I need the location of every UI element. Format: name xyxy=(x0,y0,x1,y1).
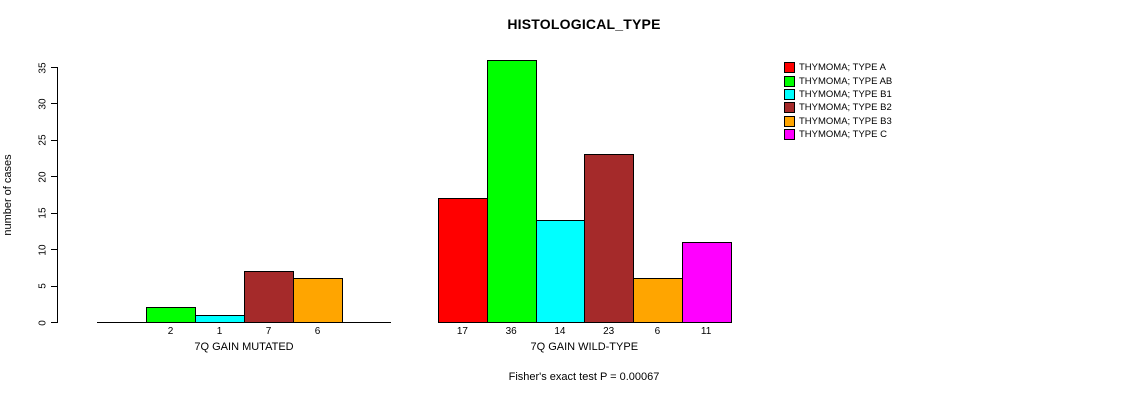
legend-label: THYMOMA; TYPE C xyxy=(799,129,887,141)
legend-item-thymoma-type-b2: THYMOMA; TYPE B2 xyxy=(784,101,892,114)
bar-thymoma-type-ab xyxy=(486,59,537,323)
bar-thymoma-type-a xyxy=(438,198,488,323)
bar-value-label: 23 xyxy=(603,326,615,337)
legend-swatch xyxy=(784,88,795,100)
y-axis-tick xyxy=(51,103,57,105)
y-tick-label: 0 xyxy=(37,319,49,326)
bar-value-label: 36 xyxy=(505,326,517,337)
bar-thymoma-type-b3 xyxy=(293,278,343,323)
bar-value-label: 6 xyxy=(654,326,661,337)
legend-item-thymoma-type-b3: THYMOMA; TYPE B3 xyxy=(784,115,892,128)
legend-label: THYMOMA; TYPE B3 xyxy=(799,115,892,127)
annotation-text: Fisher's exact test P = 0.00067 xyxy=(508,371,660,383)
y-axis-tick xyxy=(51,249,57,251)
y-axis-tick xyxy=(51,176,57,178)
bar-value-label: 6 xyxy=(314,326,321,337)
bar-value-label: 11 xyxy=(700,326,712,337)
y-axis-tick xyxy=(51,212,57,214)
legend-label: THYMOMA; TYPE B2 xyxy=(799,102,892,114)
x-axis-group-label: 7Q GAIN WILD-TYPE xyxy=(530,341,639,353)
legend: THYMOMA; TYPE A THYMOMA; TYPE AB THYMOMA; … xyxy=(784,61,892,141)
bar-value-label: 17 xyxy=(456,326,468,337)
bar-thymoma-type-b3 xyxy=(633,278,683,323)
bar-thymoma-type-b2 xyxy=(244,271,294,323)
y-axis-tick xyxy=(51,67,57,68)
bar-value-label: 2 xyxy=(167,326,174,337)
legend-swatch xyxy=(784,75,795,87)
y-axis-tick xyxy=(51,322,57,323)
bar-thymoma-type-ab xyxy=(146,307,196,323)
legend-swatch xyxy=(784,102,795,114)
y-axis-title: number of cases xyxy=(2,154,14,236)
legend-label: THYMOMA; TYPE AB xyxy=(799,75,893,87)
x-axis-group-label: 7Q GAIN MUTATED xyxy=(194,341,294,353)
bar-thymoma-type-b1 xyxy=(535,220,586,323)
bar-thymoma-type-b2 xyxy=(584,154,634,323)
y-tick-label: 10 xyxy=(37,244,49,256)
y-tick-label: 35 xyxy=(37,61,49,74)
legend-item-thymoma-type-c: THYMOMA; TYPE C xyxy=(784,128,892,141)
y-tick-label: 15 xyxy=(37,207,49,219)
y-axis-line xyxy=(57,67,58,323)
bar-thymoma-type-b1 xyxy=(195,314,245,323)
bar-value-label: 7 xyxy=(265,326,272,337)
chart-title: HISTOLOGICAL_TYPE xyxy=(507,16,661,32)
y-tick-label: 20 xyxy=(37,171,49,183)
y-axis-tick xyxy=(51,139,57,141)
legend-label: THYMOMA; TYPE B1 xyxy=(799,88,892,100)
legend-item-thymoma-type-a: THYMOMA; TYPE A xyxy=(784,61,892,74)
y-axis-tick xyxy=(51,285,57,287)
legend-swatch xyxy=(784,129,795,141)
legend-item-thymoma-type-b1: THYMOMA; TYPE B1 xyxy=(784,88,892,101)
y-tick-label: 30 xyxy=(37,98,49,110)
y-tick-label: 25 xyxy=(37,134,49,146)
legend-swatch xyxy=(784,115,795,127)
bar-thymoma-type-c xyxy=(681,241,732,323)
bar-value-label: 14 xyxy=(554,326,566,337)
bar-value-label: 1 xyxy=(216,326,223,337)
legend-item-thymoma-type-ab: THYMOMA; TYPE AB xyxy=(784,74,892,87)
legend-swatch xyxy=(784,62,795,74)
legend-label: THYMOMA; TYPE A xyxy=(799,62,886,74)
y-tick-label: 5 xyxy=(37,283,49,289)
